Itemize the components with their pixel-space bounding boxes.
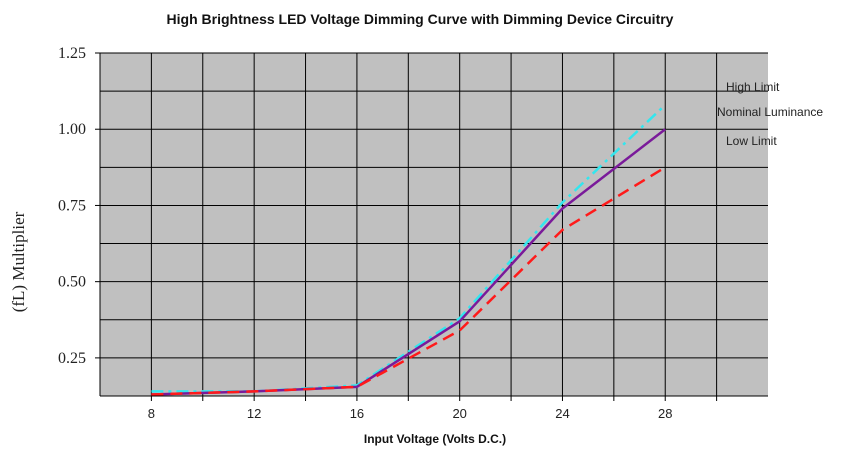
chart-title: High Brightness LED Voltage Dimming Curv… [167, 11, 674, 27]
ticks: 8 12 16 20 24 28 1.25 1.00 0.75 0.50 0.25 [58, 45, 718, 421]
x-tick-label: 12 [247, 406, 261, 421]
series-layer [151, 103, 667, 396]
x-tick-label: 28 [658, 406, 672, 421]
y-tick-label: 1.25 [58, 45, 86, 62]
x-tick-label: 16 [350, 406, 364, 421]
y-tick-label: 1.00 [58, 121, 86, 138]
x-tick-label: 8 [148, 406, 155, 421]
x-tick-label: 20 [452, 406, 466, 421]
x-axis-label: Input Voltage (Volts D.C.) [364, 432, 506, 446]
legend-label-low-limit: Low Limit [726, 134, 777, 148]
y-axis-label: (fL) Multiplier [9, 211, 28, 312]
y-tick-label: 0.75 [58, 197, 86, 214]
x-tick-label: 24 [555, 406, 569, 421]
axes [99, 53, 768, 397]
legend-label-nominal-luminance: Nominal Luminance [717, 105, 823, 119]
series-line-low-limit [151, 166, 666, 396]
legend: High Limit Nominal Luminance Low Limit [717, 80, 823, 148]
y-tick-label: 0.25 [58, 350, 86, 367]
legend-label-high-limit: High Limit [726, 80, 780, 94]
grid [100, 52, 768, 396]
y-tick-label: 0.50 [58, 274, 86, 291]
